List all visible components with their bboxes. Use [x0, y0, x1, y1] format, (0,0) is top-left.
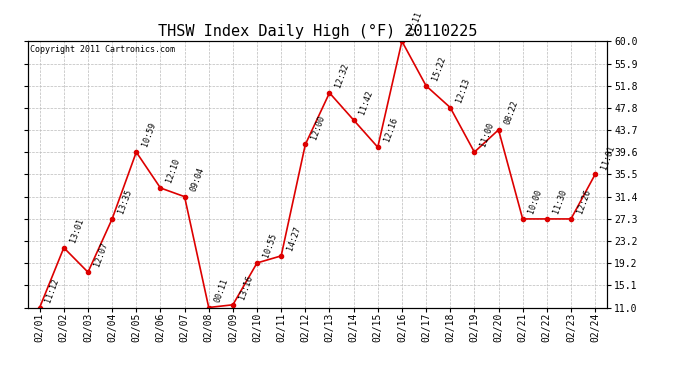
Text: 10:55: 10:55 [262, 232, 278, 259]
Text: 15:22: 15:22 [431, 55, 447, 82]
Text: 08:22: 08:22 [503, 99, 520, 126]
Text: 10:59: 10:59 [141, 122, 157, 148]
Text: 12:10: 12:10 [165, 157, 181, 184]
Text: 13:01: 13:01 [68, 217, 85, 244]
Text: 12:32: 12:32 [334, 62, 351, 89]
Text: 00:11: 00:11 [213, 277, 230, 303]
Text: 12:13: 12:13 [455, 77, 471, 104]
Text: 11:12: 11:12 [44, 277, 61, 303]
Text: 11:11: 11:11 [406, 10, 423, 37]
Text: 11:00: 11:00 [479, 122, 495, 148]
Text: 11:42: 11:42 [358, 89, 375, 116]
Text: 12:16: 12:16 [382, 117, 399, 143]
Text: 10:00: 10:00 [527, 188, 544, 215]
Text: 09:04: 09:04 [189, 166, 206, 192]
Text: 11:30: 11:30 [551, 188, 568, 215]
Text: 13:16: 13:16 [237, 274, 254, 301]
Text: Copyright 2011 Cartronics.com: Copyright 2011 Cartronics.com [30, 45, 175, 54]
Text: 12:07: 12:07 [92, 242, 109, 268]
Text: 11:01: 11:01 [600, 144, 616, 170]
Text: 13:35: 13:35 [117, 188, 133, 215]
Text: 12:26: 12:26 [575, 188, 592, 215]
Text: 12:00: 12:00 [310, 114, 326, 140]
Text: 14:27: 14:27 [286, 225, 302, 252]
Title: THSW Index Daily High (°F) 20110225: THSW Index Daily High (°F) 20110225 [158, 24, 477, 39]
